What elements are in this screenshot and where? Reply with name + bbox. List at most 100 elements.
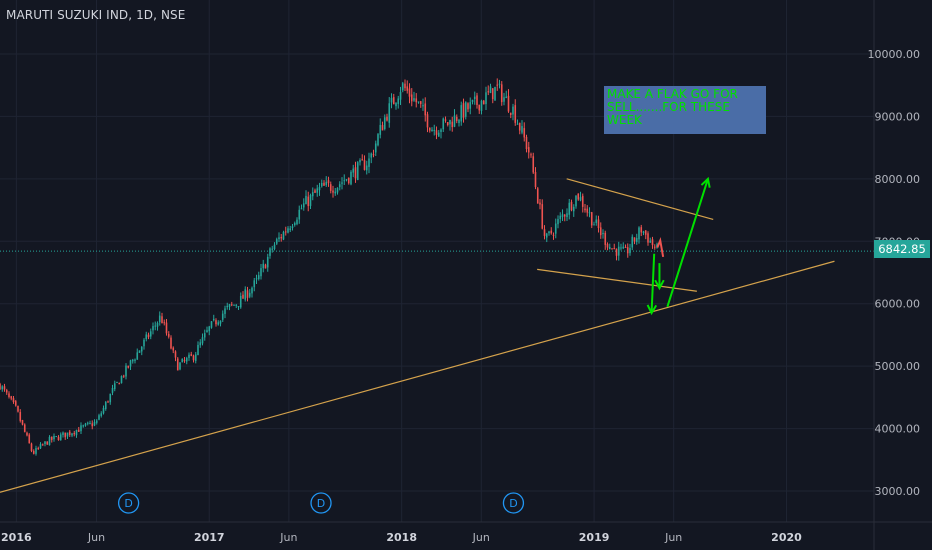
candle — [440, 128, 442, 139]
candle — [595, 215, 598, 226]
candle-body — [401, 83, 404, 91]
candle — [140, 346, 143, 356]
candle-body — [140, 346, 143, 352]
candle — [255, 274, 258, 284]
candle — [480, 99, 483, 115]
candle-body — [521, 126, 523, 133]
candle-body — [426, 114, 429, 128]
candle — [165, 318, 168, 336]
candle-body — [221, 313, 224, 320]
candle — [356, 161, 359, 181]
candle-body — [626, 247, 629, 254]
candle — [377, 132, 379, 147]
candle-body — [431, 129, 433, 132]
candle — [599, 222, 602, 239]
candle-body — [48, 436, 51, 446]
candle — [100, 411, 103, 418]
candle-body — [264, 264, 267, 269]
candle-body — [539, 202, 541, 205]
candle-body — [55, 436, 58, 438]
candle — [28, 433, 31, 444]
candlestick-series — [0, 78, 658, 456]
candle-body — [134, 359, 136, 361]
candle-body — [464, 102, 467, 117]
candle — [354, 161, 357, 183]
candle — [372, 149, 375, 158]
candle-body — [174, 351, 177, 358]
candle-body — [413, 98, 415, 101]
candle — [516, 119, 519, 125]
candle — [246, 286, 249, 302]
candle-body — [161, 316, 163, 324]
candle — [334, 187, 337, 196]
candle-body — [165, 322, 168, 334]
candle — [194, 351, 197, 364]
candle — [3, 383, 6, 392]
candle — [593, 221, 595, 226]
candle — [390, 93, 393, 109]
candle — [343, 174, 346, 186]
candle — [149, 328, 152, 340]
candle — [482, 99, 485, 105]
candle — [39, 442, 42, 449]
candle — [449, 119, 451, 131]
candle — [534, 167, 537, 190]
candle — [183, 357, 186, 363]
candle-body — [329, 184, 332, 191]
candle — [208, 325, 211, 336]
candle-body — [122, 375, 125, 377]
candle — [464, 101, 467, 120]
candle-body — [271, 248, 274, 250]
candle-body — [93, 422, 96, 426]
candle-body — [235, 304, 238, 306]
candle-body — [451, 121, 454, 128]
candle-body — [192, 355, 195, 361]
candle — [455, 114, 458, 124]
candle — [161, 312, 163, 324]
candle-body — [255, 278, 258, 280]
candle — [426, 111, 429, 133]
dividend-circle — [502, 492, 525, 514]
candle-body — [633, 237, 636, 242]
candle-body — [50, 436, 53, 440]
note-box[interactable]: MAKE A FLAK GO FOR SELL.......FOR THESE … — [604, 86, 766, 134]
candle-body — [143, 339, 145, 347]
x-tick-label: 2017 — [194, 531, 225, 544]
candle — [147, 332, 150, 340]
candle — [559, 212, 562, 223]
candle — [575, 195, 577, 209]
candle — [325, 176, 328, 187]
candle — [73, 430, 76, 437]
candle-body — [253, 280, 256, 288]
x-tick-label: Jun — [279, 531, 297, 544]
candle-body — [442, 118, 445, 130]
candle — [392, 93, 395, 105]
candle-body — [224, 308, 226, 314]
candle — [125, 363, 127, 380]
candle-body — [284, 231, 287, 233]
candle — [460, 101, 463, 126]
y-tick-label: 9000.00 — [875, 110, 921, 123]
note-line-1: MAKE A FLAK GO FOR — [607, 87, 738, 101]
candle — [469, 97, 472, 115]
candle — [626, 243, 629, 258]
candle-body — [455, 116, 458, 121]
dividend-circle — [117, 492, 140, 514]
candle-body — [523, 128, 526, 138]
candle — [352, 164, 355, 178]
candle-body — [71, 433, 73, 436]
candle — [248, 288, 251, 299]
candle-body — [30, 443, 33, 452]
candle — [122, 374, 125, 378]
candle-body — [489, 86, 492, 93]
candle-body — [572, 206, 575, 212]
candle — [473, 91, 476, 105]
candle-body — [496, 84, 499, 86]
candle — [109, 393, 112, 405]
candle-body — [300, 208, 303, 210]
candle-body — [278, 237, 280, 240]
candle-body — [370, 153, 373, 158]
candle — [305, 190, 307, 205]
